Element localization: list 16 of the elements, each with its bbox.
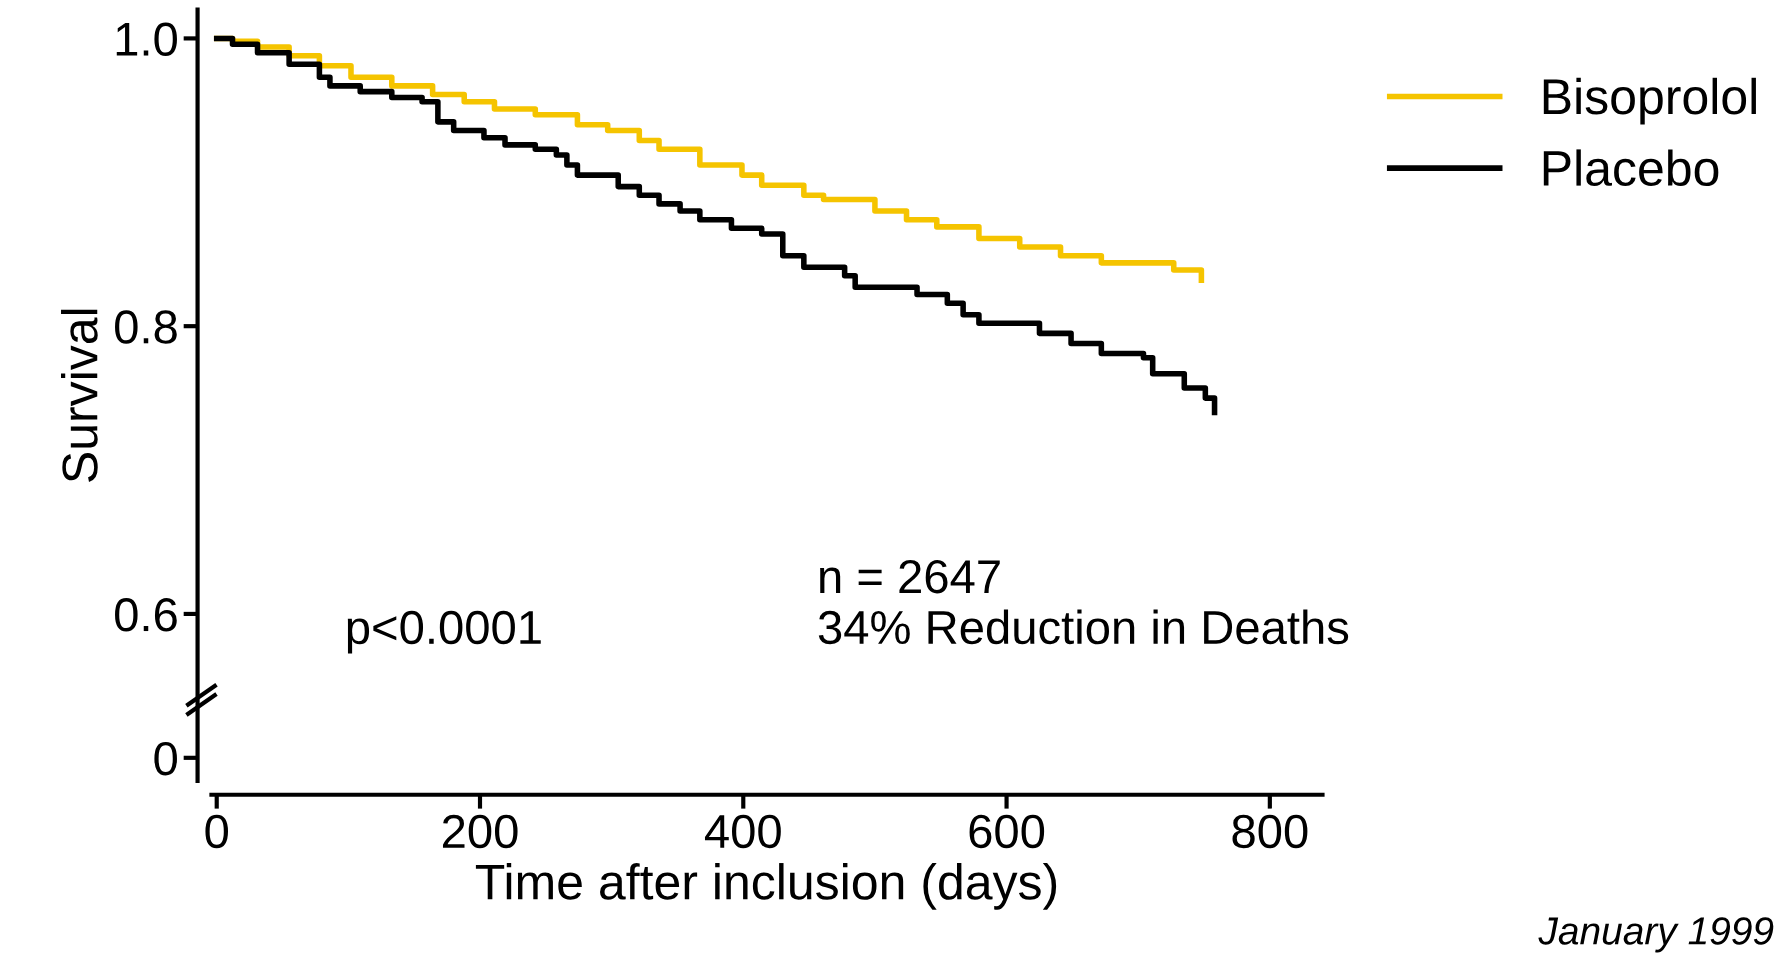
annotation: n = 2647 34% Reduction in Deaths (818, 559, 1349, 645)
x-tick-label: 200 (442, 814, 518, 849)
y-tick-label: 0.8 (115, 310, 177, 344)
x-axis-title: Time after inclusion (days) (475, 863, 1057, 910)
legend-label: Bisoprolol (1543, 77, 1756, 125)
x-tick-label: 800 (1232, 814, 1308, 849)
legend-label: Placebo (1543, 149, 1719, 187)
y-tick-label: 0 (154, 741, 177, 776)
annotation: p<0.0001 (347, 610, 541, 654)
y-tick-label: 1.0 (116, 22, 177, 56)
x-tick-label: 400 (704, 814, 781, 849)
x-tick-label: 600 (969, 814, 1045, 849)
y-axis-title: Survival (61, 309, 98, 482)
x-tick-label: 0 (205, 814, 229, 849)
text: January 1999 (1538, 917, 1774, 953)
y-tick-label: 0.6 (115, 598, 177, 632)
